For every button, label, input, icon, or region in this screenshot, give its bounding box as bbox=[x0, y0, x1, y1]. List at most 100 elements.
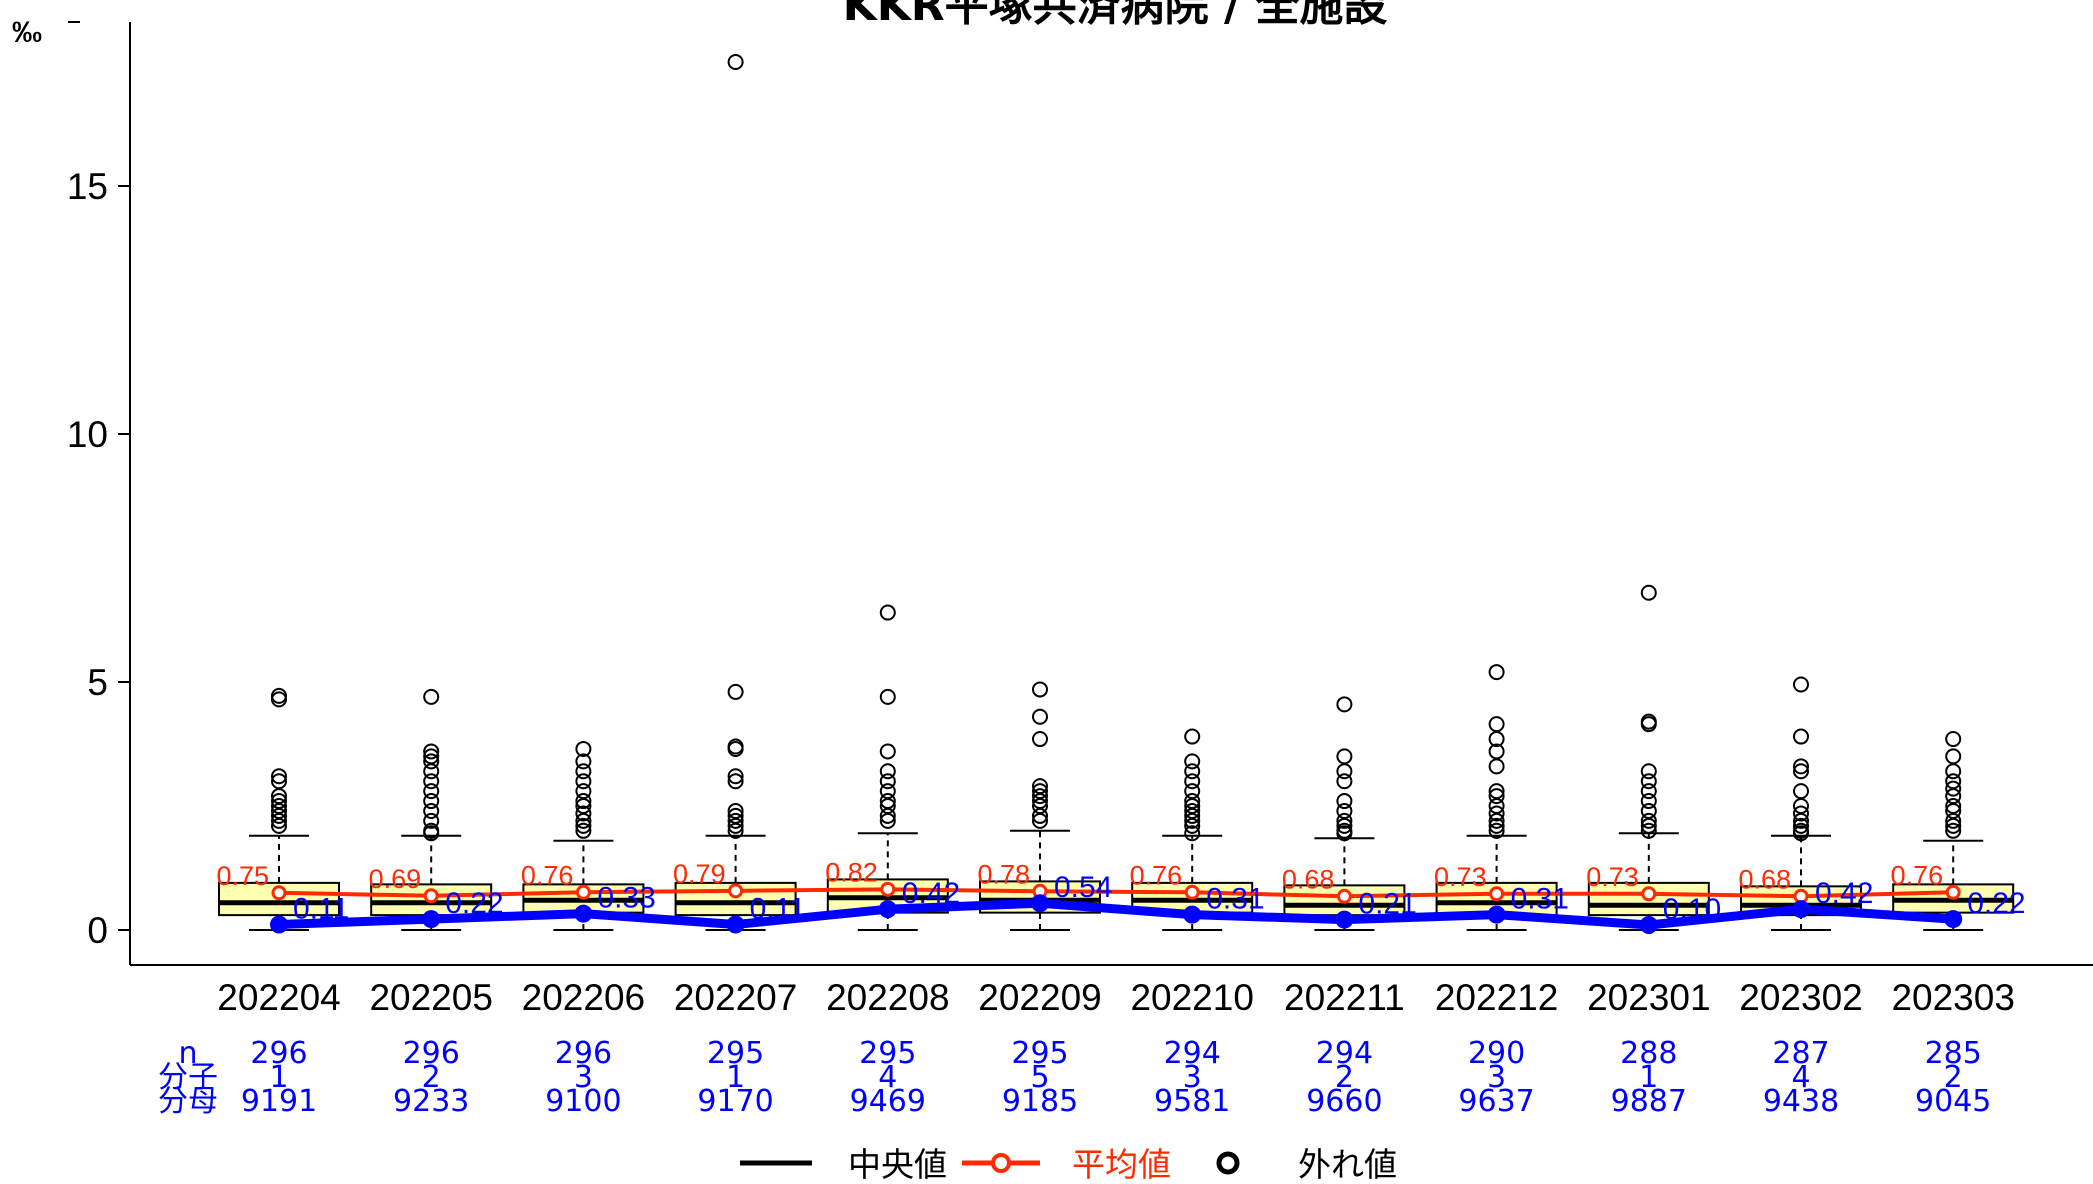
mean-label: 0.68 bbox=[1282, 864, 1335, 894]
plot-area: 0 5 10 15 0.75 0.69 0.76 0.79 0.82 0.78 0.76 0.68 0.… bbox=[67, 22, 2093, 1018]
mean-label: 0.79 bbox=[673, 859, 726, 889]
outlier-point bbox=[1794, 730, 1808, 744]
hospital-label: 0.11 bbox=[750, 893, 806, 926]
mean-point bbox=[882, 883, 894, 895]
legend-mean-label: 平均値 bbox=[1072, 1145, 1171, 1184]
table-denominator-cell: 9191 bbox=[241, 1084, 317, 1119]
mean-point bbox=[1186, 886, 1198, 898]
y-tick-label: 0 bbox=[87, 910, 108, 951]
x-tick-label: 202301 bbox=[1587, 977, 1710, 1018]
table-denominator-cell: 9637 bbox=[1458, 1084, 1534, 1119]
hospital-label: 0.22 bbox=[1967, 887, 2025, 920]
mean-label: 0.68 bbox=[1738, 864, 1791, 894]
mean-label: 0.73 bbox=[1434, 862, 1487, 892]
hospital-point bbox=[1335, 911, 1353, 929]
x-tick-label: 202209 bbox=[978, 977, 1101, 1018]
mean-point bbox=[1338, 890, 1350, 902]
x-tick-label: 202208 bbox=[826, 977, 949, 1018]
mean-label: 0.76 bbox=[1130, 860, 1183, 890]
mean-point bbox=[1643, 888, 1655, 900]
table-denominator-cell: 9660 bbox=[1306, 1084, 1382, 1119]
outlier-point bbox=[1033, 710, 1047, 724]
outlier-point bbox=[1794, 677, 1808, 691]
x-tick-label: 202210 bbox=[1130, 977, 1253, 1018]
outlier-point bbox=[1185, 730, 1199, 744]
outlier-point bbox=[881, 764, 895, 778]
y-tick-label: 15 bbox=[67, 166, 108, 207]
hospital-point bbox=[1031, 894, 1049, 912]
outlier-point bbox=[1033, 732, 1047, 746]
mean-label: 0.75 bbox=[216, 861, 269, 891]
outlier-point bbox=[1033, 682, 1047, 696]
outlier-point bbox=[1185, 754, 1199, 768]
y-tick-label: 5 bbox=[87, 662, 108, 703]
hospital-label: 0.54 bbox=[1054, 871, 1112, 904]
x-tick-label: 202303 bbox=[1891, 977, 2014, 1018]
hospital-label: 0.42 bbox=[1815, 877, 1873, 910]
mean-point bbox=[1947, 886, 1959, 898]
chart-title: KKR平塚共済病院 / 全施設 bbox=[843, 0, 1388, 31]
hospital-point bbox=[270, 916, 288, 934]
hospital-label: 0.31 bbox=[1511, 883, 1569, 916]
outlier-point bbox=[729, 685, 743, 699]
x-tick-label: 202207 bbox=[674, 977, 797, 1018]
table-denominator-cell: 9170 bbox=[697, 1084, 773, 1119]
hospital-point bbox=[879, 900, 897, 918]
y-tick-label: 10 bbox=[67, 414, 108, 455]
hospital-label: 0.33 bbox=[597, 882, 655, 915]
outlier-point bbox=[1794, 784, 1808, 798]
outlier-point bbox=[881, 606, 895, 620]
hospital-point bbox=[1488, 906, 1506, 924]
y-unit-label: ‰ bbox=[12, 16, 42, 49]
legend-outlier-label: 外れ値 bbox=[1298, 1145, 1397, 1184]
mean-label: 0.78 bbox=[977, 859, 1030, 889]
outlier-point bbox=[1337, 764, 1351, 778]
hospital-label: 0.11 bbox=[293, 893, 349, 926]
mean-point bbox=[425, 890, 437, 902]
legend: 中央値 平均値 外れ値 bbox=[740, 1145, 1397, 1184]
outlier-point bbox=[424, 690, 438, 704]
hospital-label: 0.22 bbox=[445, 887, 503, 920]
outlier-point bbox=[881, 690, 895, 704]
table-denominator-cell: 9185 bbox=[1002, 1084, 1078, 1119]
outlier-point bbox=[1490, 665, 1504, 679]
outlier-point bbox=[1337, 794, 1351, 808]
hospital-point bbox=[422, 910, 440, 928]
table-denominator-cell: 9100 bbox=[545, 1084, 621, 1119]
table-denominator-cell: 9581 bbox=[1154, 1084, 1230, 1119]
x-tick-label: 202206 bbox=[522, 977, 645, 1018]
hospital-point bbox=[1183, 906, 1201, 924]
outlier-point bbox=[729, 55, 743, 69]
hospital-label: 0.31 bbox=[1206, 883, 1264, 916]
hospital-point bbox=[727, 916, 745, 934]
table-denominator-cell: 9469 bbox=[850, 1084, 926, 1119]
mean-label: 0.82 bbox=[825, 857, 878, 887]
mean-point bbox=[577, 886, 589, 898]
legend-outlier-marker bbox=[1219, 1154, 1237, 1172]
x-tick-label: 202205 bbox=[369, 977, 492, 1018]
outlier-point bbox=[1946, 764, 1960, 778]
table-denominator-cell: 9887 bbox=[1611, 1084, 1687, 1119]
hospital-label: 0.21 bbox=[1358, 888, 1416, 921]
outlier-point bbox=[1490, 759, 1504, 773]
table-denominator-cell: 9233 bbox=[393, 1084, 469, 1119]
table-row-label-denominator: 分母 bbox=[158, 1084, 218, 1119]
outlier-point bbox=[1337, 697, 1351, 711]
mean-label: 0.76 bbox=[1891, 860, 1944, 890]
mean-label: 0.76 bbox=[521, 860, 574, 890]
x-tick-label: 202204 bbox=[217, 977, 340, 1018]
legend-median-label: 中央値 bbox=[848, 1145, 947, 1184]
outlier-point bbox=[1642, 764, 1656, 778]
hospital-point bbox=[1944, 910, 1962, 928]
hospital-point bbox=[1640, 916, 1658, 934]
outlier-point bbox=[1642, 586, 1656, 600]
hospital-label: 0.10 bbox=[1663, 893, 1721, 926]
outlier-point bbox=[881, 744, 895, 758]
hospital-point bbox=[574, 905, 592, 923]
x-tick-label: 202211 bbox=[1284, 977, 1405, 1018]
stats-table: n分子分母296 296 296 295 295 295 294 294 290 288 287 28… bbox=[158, 1036, 1991, 1119]
x-tick-label: 202212 bbox=[1435, 977, 1558, 1018]
table-denominator-cell: 9045 bbox=[1915, 1084, 1991, 1119]
box-group bbox=[676, 55, 796, 930]
